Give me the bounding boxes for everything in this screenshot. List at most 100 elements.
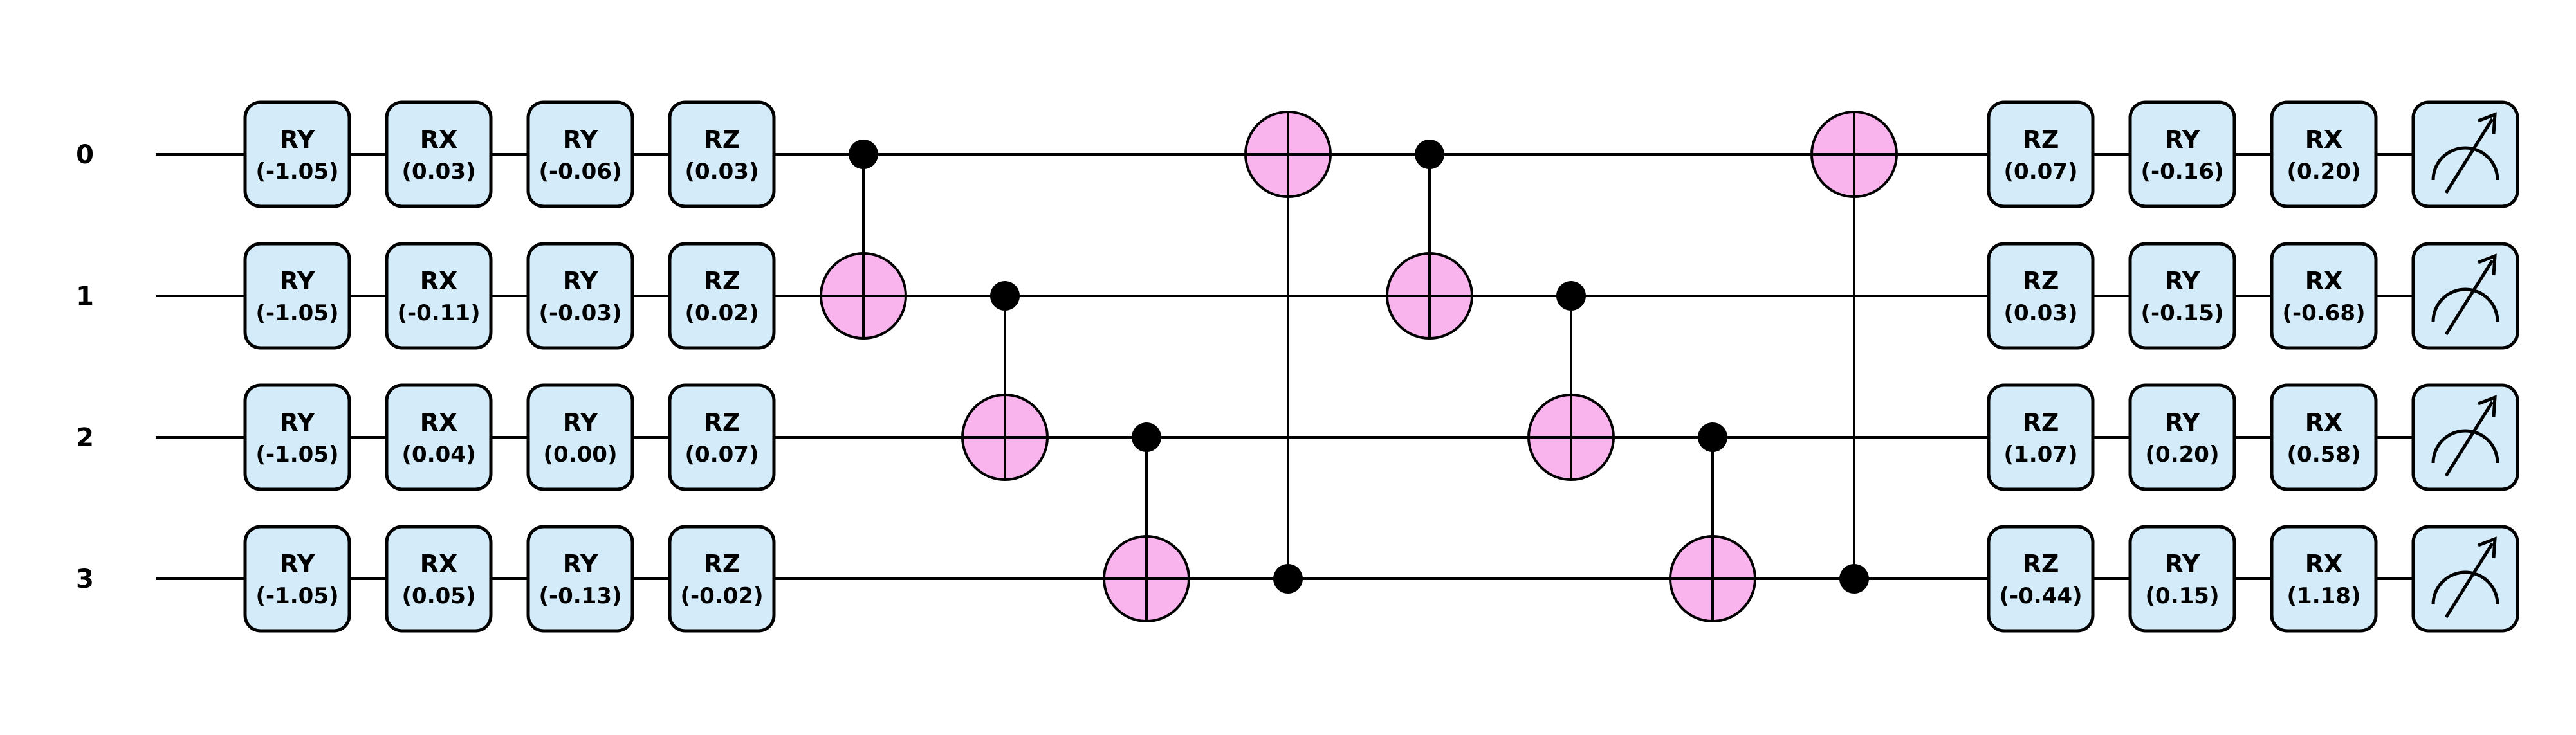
gate-ry-q2-pre0: RY (-1.05) xyxy=(243,383,351,491)
gate-name: RY xyxy=(2165,550,2200,578)
qubit-labels: 0 1 2 3 xyxy=(76,140,94,594)
gate-param: (0.20) xyxy=(2287,159,2361,185)
gate-box xyxy=(668,383,776,491)
gate-name: RZ xyxy=(2023,408,2059,437)
gate-param: (0.07) xyxy=(2004,159,2078,185)
gate-name: RY xyxy=(2165,408,2200,437)
gate-ry-q0-pre0: RY (-1.05) xyxy=(243,100,351,208)
gate-box xyxy=(243,100,351,208)
gate-param: (0.05) xyxy=(402,583,476,609)
gate-param: (0.04) xyxy=(402,442,476,467)
gate-param: (-0.13) xyxy=(538,583,621,609)
meter-icon xyxy=(2431,287,2499,322)
gate-param: (-1.05) xyxy=(255,583,338,609)
gate-param: (-0.03) xyxy=(538,300,621,326)
gate-rx-q2-post2: RX (0.58) xyxy=(2270,383,2378,491)
gate-name: RX xyxy=(420,550,458,578)
gate-rz-q2-post0: RZ (1.07) xyxy=(1987,383,2095,491)
gate-name: RZ xyxy=(2023,267,2059,295)
gate-param: (-0.68) xyxy=(2282,300,2365,326)
gate-box xyxy=(1987,100,2095,208)
qubit-label-2: 2 xyxy=(76,423,94,453)
gate-rx-q1-post2: RX (-0.68) xyxy=(2270,242,2378,350)
gate-param: (-0.44) xyxy=(1999,583,2082,609)
gate-rz-q1-pre3: RZ (0.02) xyxy=(668,242,776,350)
gate-rz-q3-post0: RZ (-0.44) xyxy=(1987,525,2095,633)
gate-box xyxy=(385,383,493,491)
gate-box xyxy=(2411,525,2519,633)
gate-box xyxy=(526,383,634,491)
gate-param: (1.18) xyxy=(2287,583,2361,609)
measure-gate-q3 xyxy=(2411,525,2519,633)
gate-rz-q3-pre3: RZ (-0.02) xyxy=(668,525,776,633)
cnot-control-dot-2 xyxy=(1132,422,1161,452)
gate-box xyxy=(2411,100,2519,208)
cnot-control-dot-1 xyxy=(990,281,1020,311)
gate-rz-q0-pre3: RZ (0.03) xyxy=(668,100,776,208)
cnot-target-2 xyxy=(1103,535,1190,622)
gate-param: (-1.05) xyxy=(255,300,338,326)
meter-arrowhead-icon xyxy=(2478,395,2497,417)
gate-box xyxy=(526,100,634,208)
gate-rx-q0-post2: RX (0.20) xyxy=(2270,100,2378,208)
gate-rz-q0-post0: RZ (0.07) xyxy=(1987,100,2095,208)
gate-name: RX xyxy=(2305,408,2343,437)
gate-name: RY xyxy=(280,408,315,437)
cnot-control-dot-0 xyxy=(849,140,878,169)
gate-box xyxy=(2128,242,2236,350)
gate-box xyxy=(2270,100,2378,208)
gate-box xyxy=(243,383,351,491)
cnot-target-6 xyxy=(1669,535,1756,622)
cnot-target-5 xyxy=(1527,394,1615,481)
meter-needle-icon xyxy=(2444,542,2494,619)
qubit-wires xyxy=(156,153,2474,580)
gate-name: RY xyxy=(563,550,598,578)
gate-name: RX xyxy=(420,408,458,437)
gate-box xyxy=(2270,242,2378,350)
gate-name: RZ xyxy=(704,125,741,154)
gate-box xyxy=(668,525,776,633)
meter-arrowhead-icon xyxy=(2478,253,2497,276)
gate-param: (-1.05) xyxy=(255,442,338,467)
gate-box xyxy=(385,100,493,208)
gate-param: (0.03) xyxy=(2004,300,2078,326)
gate-box xyxy=(243,525,351,633)
cnot-control-dot-5 xyxy=(1556,281,1586,311)
meter-arrowhead-icon xyxy=(2478,536,2497,559)
gate-ry-q3-pre0: RY (-1.05) xyxy=(243,525,351,633)
cnot-target-4 xyxy=(1386,252,1473,340)
gate-name: RY xyxy=(563,125,598,154)
measure-gate-q1 xyxy=(2411,242,2519,350)
cnot-target-1 xyxy=(961,394,1049,481)
gate-name: RY xyxy=(563,267,598,295)
gate-ry-q1-post1: RY (-0.15) xyxy=(2128,242,2236,350)
gate-box xyxy=(526,242,634,350)
gate-ry-q0-post1: RY (-0.16) xyxy=(2128,100,2236,208)
gate-name: RZ xyxy=(704,408,741,437)
gate-name: RY xyxy=(280,550,315,578)
gate-param: (0.03) xyxy=(685,159,759,185)
gate-param: (-0.16) xyxy=(2140,159,2223,185)
cnot-connectors xyxy=(862,154,1855,579)
gate-param: (0.58) xyxy=(2287,442,2361,467)
gate-name: RX xyxy=(2305,125,2343,154)
gate-param: (0.02) xyxy=(685,300,759,326)
cnot-control-dot-6 xyxy=(1698,422,1727,452)
gate-param: (-0.02) xyxy=(680,583,763,609)
gate-rx-q3-post2: RX (1.18) xyxy=(2270,525,2378,633)
gate-box xyxy=(2270,383,2378,491)
gate-box xyxy=(1987,383,2095,491)
cnot-target-3 xyxy=(1244,111,1332,198)
qubit-label-3: 3 xyxy=(76,565,94,594)
gate-name: RY xyxy=(280,267,315,295)
gate-param: (-0.11) xyxy=(397,300,480,326)
gate-ry-q1-pre2: RY (-0.03) xyxy=(526,242,634,350)
gate-param: (0.07) xyxy=(685,442,759,467)
gate-name: RZ xyxy=(704,267,741,295)
cnot-control-dot-7 xyxy=(1839,564,1869,594)
gate-name: RZ xyxy=(704,550,741,578)
cnot-target-7 xyxy=(1810,111,1898,198)
gate-box xyxy=(2128,525,2236,633)
gate-ry-q1-pre0: RY (-1.05) xyxy=(243,242,351,350)
